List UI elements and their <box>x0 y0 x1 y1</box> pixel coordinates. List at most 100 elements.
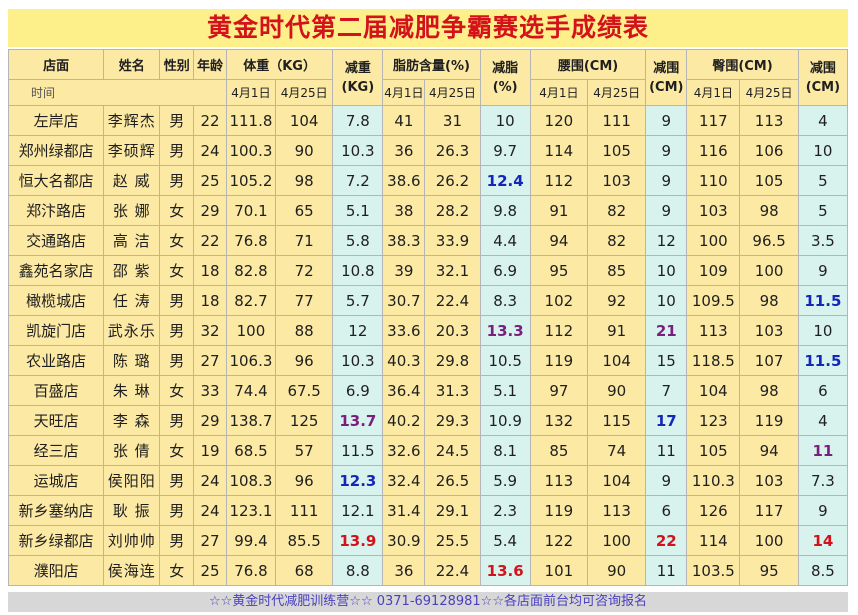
fat-apr25-cell: 29.3 <box>424 405 481 436</box>
hip-apr25-cell: 94 <box>739 435 799 466</box>
fat-apr1-cell: 32.6 <box>382 435 426 466</box>
table-row: 百盛店朱 琳女 33 74.4 67.5 6.9 36.4 31.3 5.1 97 90 7 104 9… <box>7 375 849 406</box>
waist-apr1-cell: 112 <box>529 315 589 346</box>
fat-apr25-cell: 31.3 <box>424 375 481 406</box>
col-hip: 臀围(CM) <box>686 49 799 80</box>
col-weight: 体重（KG） <box>225 49 334 80</box>
gender-cell: 男 <box>159 345 195 376</box>
fat-loss-cell: 9.8 <box>479 195 531 226</box>
weight-apr25-cell: 125 <box>274 405 334 436</box>
fat-loss-cell: 5.1 <box>479 375 531 406</box>
col-gender: 性别 <box>159 49 195 80</box>
waist-loss-cell: 7 <box>645 375 688 406</box>
fat-apr25-cell: 22.4 <box>424 555 481 586</box>
fat-apr25-cell: 28.2 <box>424 195 481 226</box>
weight-apr25-cell: 98 <box>274 165 334 196</box>
hip-loss-cell: 11 <box>797 435 849 466</box>
table-row: 鑫苑名家店邵 紫女 18 82.8 72 10.8 39 32.1 6.9 95 85 10 109 1… <box>7 255 849 286</box>
waist-apr25-cell: 85 <box>587 255 647 286</box>
fat-apr1-cell: 41 <box>382 105 426 136</box>
hip-apr1-cell: 116 <box>686 135 741 166</box>
fat-loss-cell: 13.6 <box>479 555 531 586</box>
fat-loss-cell: 10 <box>479 105 531 136</box>
fat-loss-cell: 9.7 <box>479 135 531 166</box>
gender-cell: 女 <box>159 255 195 286</box>
col-waist-apr25: 4月25日 <box>587 79 647 106</box>
weight-apr1-cell: 74.4 <box>225 375 277 406</box>
waist-apr1-cell: 102 <box>529 285 589 316</box>
waist-apr25-cell: 92 <box>587 285 647 316</box>
hip-apr1-cell: 118.5 <box>686 345 741 376</box>
hip-apr1-cell: 103.5 <box>686 555 741 586</box>
weight-apr1-cell: 68.5 <box>225 435 277 466</box>
waist-apr25-cell: 111 <box>587 105 647 136</box>
weight-loss-cell: 12.3 <box>332 465 384 496</box>
waist-apr1-cell: 114 <box>529 135 589 166</box>
weight-apr1-cell: 99.4 <box>225 525 277 556</box>
weight-apr25-cell: 71 <box>274 225 334 256</box>
hip-apr25-cell: 103 <box>739 315 799 346</box>
fat-loss-cell: 5.9 <box>479 465 531 496</box>
gender-cell: 男 <box>159 315 195 346</box>
hip-apr25-cell: 98 <box>739 375 799 406</box>
weight-apr1-cell: 76.8 <box>225 555 277 586</box>
weight-apr25-cell: 65 <box>274 195 334 226</box>
gender-cell: 男 <box>159 165 195 196</box>
table-row: 濮阳店 侯海连女 25 76.8 68 8.8 36 22.4 13.6 101 90 11 103.5… <box>7 555 849 586</box>
fat-apr25-cell: 24.5 <box>424 435 481 466</box>
col-fat: 脂肪含量(%) <box>382 49 481 80</box>
weight-apr1-cell: 70.1 <box>225 195 277 226</box>
waist-apr25-cell: 100 <box>587 525 647 556</box>
gender-cell: 男 <box>159 405 195 436</box>
fat-apr1-cell: 30.9 <box>382 525 426 556</box>
weight-loss-cell: 5.7 <box>332 285 384 316</box>
waist-loss-cell: 9 <box>645 465 688 496</box>
weight-loss-cell: 10.3 <box>332 345 384 376</box>
weight-loss-cell: 13.7 <box>332 405 384 436</box>
hip-apr25-cell: 100 <box>739 255 799 286</box>
fat-loss-cell: 12.4 <box>479 165 531 196</box>
hip-apr1-cell: 109 <box>686 255 741 286</box>
weight-apr25-cell: 72 <box>274 255 334 286</box>
fat-apr25-cell: 26.5 <box>424 465 481 496</box>
table-row: 郑州绿都店 李硕辉男 24 100.3 90 10.3 36 26.3 9.7 114 105 9 11… <box>7 135 849 166</box>
age-cell: 18 <box>193 255 227 286</box>
hip-apr1-cell: 103 <box>686 195 741 226</box>
waist-loss-cell: 10 <box>645 285 688 316</box>
weight-apr1-cell: 76.8 <box>225 225 277 256</box>
weight-apr25-cell: 77 <box>274 285 334 316</box>
gender-cell: 男 <box>159 495 195 526</box>
hip-apr1-cell: 110 <box>686 165 741 196</box>
waist-loss-cell: 22 <box>645 525 688 556</box>
gender-cell: 女 <box>159 435 195 466</box>
weight-loss-cell: 5.1 <box>332 195 384 226</box>
waist-apr25-cell: 115 <box>587 405 647 436</box>
name-cell: 刘帅帅 <box>103 525 161 556</box>
waist-apr25-cell: 105 <box>587 135 647 166</box>
gender-cell: 女 <box>159 195 195 226</box>
hip-apr1-cell: 126 <box>686 495 741 526</box>
waist-apr1-cell: 85 <box>529 435 589 466</box>
weight-apr25-cell: 104 <box>274 105 334 136</box>
hip-apr25-cell: 107 <box>739 345 799 376</box>
store-cell: 经三店 <box>7 435 105 466</box>
table-row: 交通路店高 洁女 22 76.8 71 5.8 38.3 33.9 4.4 94 82 12 100 9… <box>7 225 849 256</box>
fat-apr25-cell: 29.1 <box>424 495 481 526</box>
waist-loss-cell: 9 <box>645 135 688 166</box>
age-cell: 18 <box>193 285 227 316</box>
waist-apr1-cell: 94 <box>529 225 589 256</box>
waist-loss-cell: 9 <box>645 195 688 226</box>
col-fat-loss: 减脂 (%) <box>479 49 531 106</box>
name-cell: 任 涛 <box>103 285 161 316</box>
fat-loss-cell: 5.4 <box>479 525 531 556</box>
weight-apr25-cell: 90 <box>274 135 334 166</box>
hip-loss-cell: 5 <box>797 195 849 226</box>
fat-loss-cell: 13.3 <box>479 315 531 346</box>
store-cell: 新乡绿都店 <box>7 525 105 556</box>
waist-apr25-cell: 90 <box>587 375 647 406</box>
weight-apr1-cell: 82.8 <box>225 255 277 286</box>
fat-apr1-cell: 39 <box>382 255 426 286</box>
fat-apr1-cell: 33.6 <box>382 315 426 346</box>
hip-apr25-cell: 96.5 <box>739 225 799 256</box>
